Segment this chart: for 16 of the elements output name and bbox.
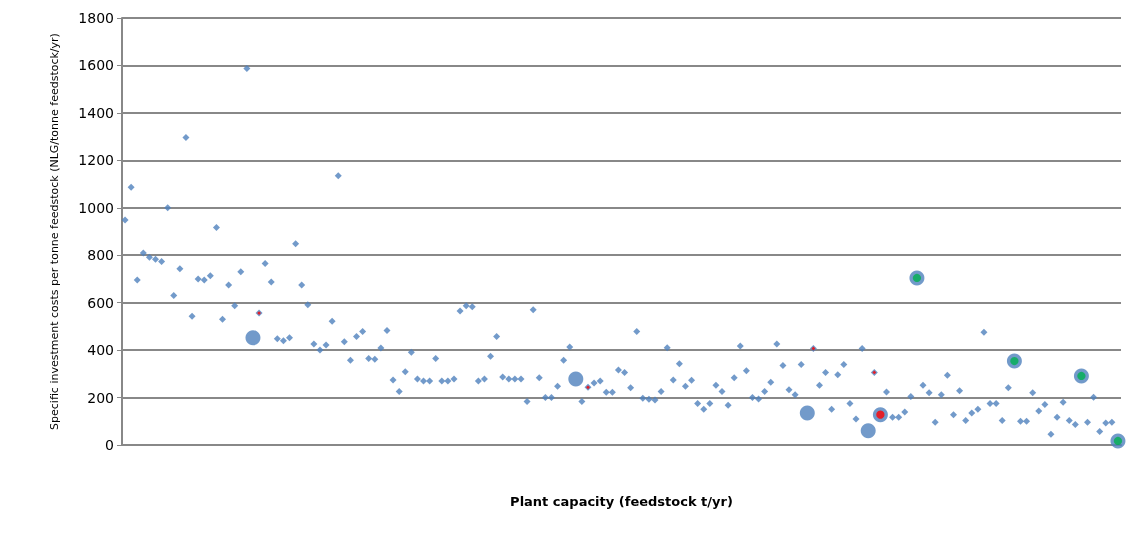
- y-tick-label: 1800: [78, 10, 114, 26]
- y-tick-label: 1200: [78, 152, 114, 169]
- point: [568, 371, 584, 387]
- x-axis-title: Plant capacity (feedstock t/yr): [510, 494, 733, 509]
- y-tick-label: 0: [105, 437, 114, 453]
- point: [245, 330, 261, 346]
- y-tick-label: 800: [87, 247, 114, 264]
- y-tick-label: 1000: [78, 199, 114, 216]
- y-tick-label: 600: [87, 294, 114, 311]
- y-tick-label: 400: [87, 342, 114, 359]
- point: [860, 423, 876, 439]
- y-axis-title: Specific investment costs per tonne feedstock (NLG/tonne feedstock/yr): [48, 33, 61, 430]
- y-tick-label: 200: [87, 389, 114, 406]
- y-tick-label: 1600: [78, 57, 114, 74]
- point: [799, 405, 815, 421]
- y-tick-label: 1400: [78, 104, 114, 121]
